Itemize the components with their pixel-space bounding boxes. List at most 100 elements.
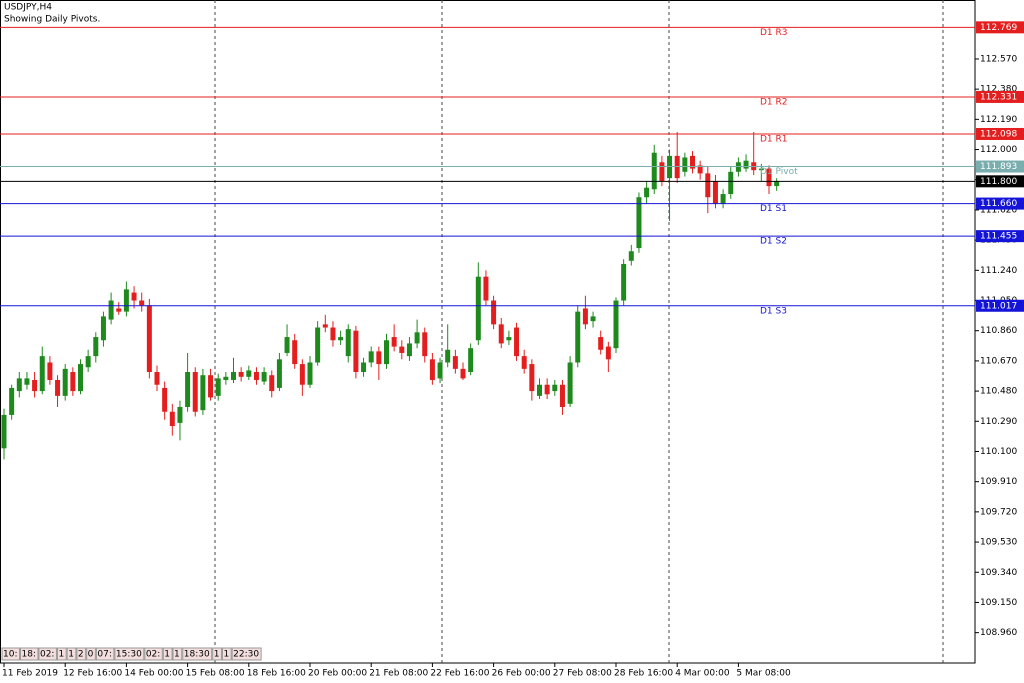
candle-body — [728, 171, 734, 195]
candle-body — [154, 372, 160, 385]
x-tick-label: 18 Feb 16:00 — [247, 669, 306, 679]
time-tag-box — [182, 647, 213, 661]
candle-body — [78, 364, 83, 392]
candle-body — [697, 165, 703, 174]
level-price: 111.455 — [980, 232, 1017, 242]
candle-body — [429, 359, 435, 380]
y-tick-label: 108.960 — [980, 628, 1017, 638]
candle-body — [720, 194, 726, 204]
time-tag-box — [231, 647, 262, 661]
candle-body — [253, 372, 259, 380]
y-tick-label: 112.380 — [980, 85, 1017, 95]
candle-body — [131, 292, 137, 301]
candle-body — [100, 316, 106, 341]
candle-body — [47, 362, 53, 380]
candle-body — [55, 379, 61, 396]
candle-body — [529, 364, 535, 392]
candle-body — [368, 351, 374, 363]
candle-body — [70, 372, 76, 392]
level-price: 112.098 — [980, 129, 1017, 139]
candle-body — [498, 324, 504, 344]
candle-body — [598, 337, 604, 350]
candle-body — [307, 362, 313, 385]
candle-body — [758, 168, 764, 171]
candle-body — [712, 181, 718, 204]
candle-body — [391, 337, 397, 347]
candle-body — [162, 387, 168, 412]
time-tag-box — [162, 647, 173, 661]
time-tag-box — [144, 647, 163, 661]
candle-body — [521, 356, 527, 369]
candle-body — [223, 376, 229, 380]
candle-body — [376, 351, 382, 365]
time-tag-box — [212, 647, 222, 661]
time-tag-box — [76, 647, 87, 661]
level-box — [976, 197, 1024, 210]
candle-body — [514, 327, 520, 357]
candle-body — [85, 356, 91, 368]
time-tag-box — [66, 647, 77, 661]
time-tag: 10: — [3, 650, 17, 660]
candle-body — [766, 168, 772, 187]
candle-body — [315, 327, 321, 363]
y-tick-label: 111.620 — [980, 205, 1017, 215]
time-tag-box — [221, 647, 232, 661]
candle-body — [690, 155, 695, 169]
candle-body — [62, 368, 68, 396]
candle-body — [399, 346, 405, 353]
chart-title: USDJPY,H4 — [4, 3, 52, 13]
candle-body — [185, 372, 191, 407]
candle-body — [659, 162, 665, 182]
x-tick-label: 5 Mar 08:00 — [736, 669, 791, 679]
x-tick-label: 11 Feb 2019 — [2, 669, 58, 679]
time-tag: 1 — [164, 650, 170, 660]
time-tag: 1 — [174, 650, 180, 660]
candle-body — [422, 332, 428, 357]
time-tag-box — [114, 647, 145, 661]
y-tick-label: 112.570 — [980, 54, 1017, 64]
candle-body — [475, 276, 481, 341]
candle-body — [621, 263, 627, 301]
x-tick-label: 12 Feb 16:00 — [63, 669, 122, 679]
level-box — [976, 127, 1024, 140]
time-tag: 02: — [146, 650, 160, 660]
x-tick-label: 22 Feb 16:00 — [430, 669, 489, 679]
candle-body — [682, 157, 688, 172]
candle-body — [330, 327, 336, 341]
candle-body — [108, 300, 114, 320]
candle-body — [636, 197, 642, 249]
candle-body — [292, 340, 298, 365]
level-name: D1 R1 — [760, 134, 788, 144]
y-tick-label: 110.670 — [980, 356, 1017, 366]
candle-body — [384, 340, 389, 365]
candle-body — [169, 411, 175, 427]
candle-body — [208, 375, 214, 398]
level-price: 111.800 — [980, 177, 1017, 187]
x-tick-label: 4 Mar 00:00 — [675, 669, 730, 679]
candle-body — [353, 330, 359, 373]
candle-body — [269, 375, 275, 392]
chart-subtitle: Showing Daily Pivots. — [4, 15, 100, 25]
level-name: D1 S2 — [760, 237, 787, 247]
time-tag: 1 — [68, 650, 74, 660]
candle-body — [123, 289, 129, 312]
x-tick-label: 28 Feb 16:00 — [614, 669, 673, 679]
candle-body — [345, 329, 351, 357]
candle-body — [177, 406, 183, 423]
candle-body — [361, 362, 367, 373]
candle-body — [567, 362, 573, 404]
candle-body — [613, 300, 619, 349]
level-price: 111.893 — [980, 162, 1017, 172]
time-tag: 1 — [214, 650, 220, 660]
candle-body — [743, 160, 749, 169]
x-tick-label: 27 Feb 08:00 — [553, 669, 612, 679]
candle-body — [544, 384, 550, 395]
candle-body — [238, 372, 244, 377]
level-price: 112.331 — [980, 92, 1017, 102]
candle-body — [452, 356, 458, 369]
time-tag: 1 — [223, 650, 229, 660]
candle-body — [24, 378, 30, 385]
candle-body — [200, 375, 206, 411]
y-tick-label: 112.000 — [980, 145, 1017, 155]
